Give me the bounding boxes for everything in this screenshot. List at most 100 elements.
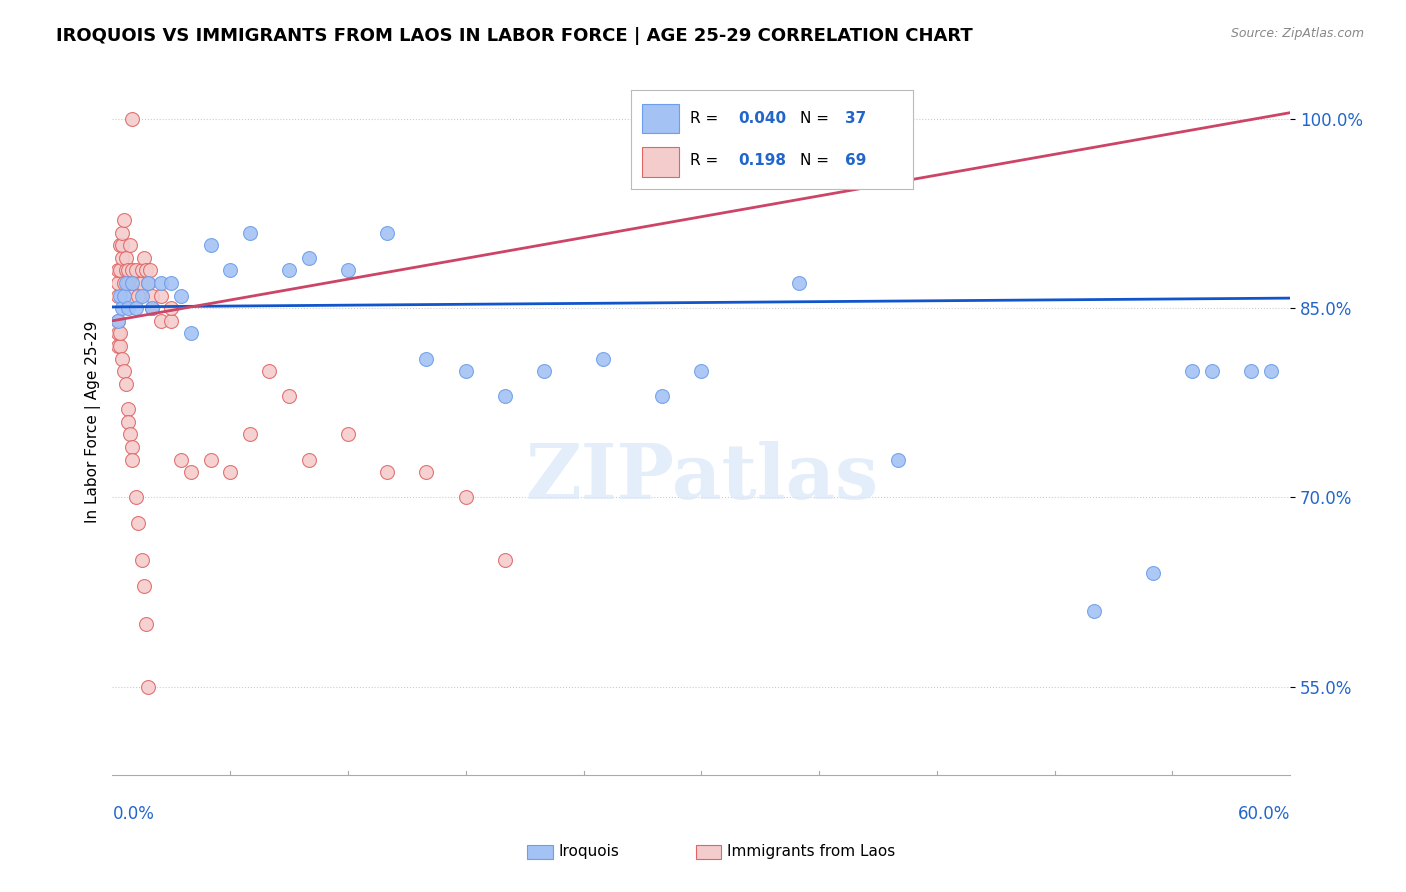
Point bbox=[789, 276, 811, 290]
Point bbox=[111, 351, 134, 366]
Point bbox=[112, 288, 135, 302]
Point bbox=[170, 288, 193, 302]
Point bbox=[180, 465, 202, 479]
Point bbox=[115, 376, 138, 391]
Point bbox=[117, 263, 139, 277]
Point bbox=[107, 314, 129, 328]
Point bbox=[170, 452, 193, 467]
Point bbox=[131, 263, 153, 277]
Point bbox=[112, 288, 135, 302]
Point bbox=[533, 364, 555, 378]
Point bbox=[131, 553, 153, 567]
Point bbox=[132, 251, 155, 265]
Point bbox=[115, 251, 138, 265]
Point bbox=[125, 491, 148, 505]
Point bbox=[117, 415, 139, 429]
Point bbox=[160, 276, 183, 290]
Point bbox=[278, 389, 301, 403]
Point bbox=[1083, 604, 1105, 618]
Point bbox=[107, 276, 129, 290]
Point bbox=[150, 288, 173, 302]
Point bbox=[107, 263, 129, 277]
Point bbox=[219, 263, 242, 277]
Point bbox=[120, 238, 142, 252]
Point bbox=[651, 389, 673, 403]
Point bbox=[141, 301, 163, 316]
Point bbox=[128, 276, 150, 290]
Text: Immigrants from Laos: Immigrants from Laos bbox=[727, 845, 896, 859]
Point bbox=[111, 301, 134, 316]
Point bbox=[138, 263, 160, 277]
Point bbox=[127, 516, 149, 530]
Point bbox=[298, 452, 321, 467]
Point bbox=[107, 326, 129, 341]
Point bbox=[454, 491, 477, 505]
Point bbox=[494, 389, 516, 403]
Point bbox=[180, 326, 202, 341]
Point bbox=[121, 263, 143, 277]
Point bbox=[121, 440, 143, 454]
Point bbox=[1142, 566, 1164, 580]
Point bbox=[160, 314, 183, 328]
Point bbox=[125, 263, 148, 277]
Point bbox=[120, 427, 142, 442]
Point bbox=[336, 263, 359, 277]
Point bbox=[125, 276, 148, 290]
Point bbox=[135, 263, 157, 277]
Point bbox=[117, 402, 139, 417]
Point bbox=[107, 339, 129, 353]
Point bbox=[121, 112, 143, 126]
Point bbox=[121, 276, 143, 290]
Point bbox=[121, 288, 143, 302]
Text: 60.0%: 60.0% bbox=[1237, 805, 1291, 823]
Point bbox=[1181, 364, 1204, 378]
Point bbox=[121, 276, 143, 290]
Point bbox=[136, 276, 159, 290]
Point bbox=[110, 263, 132, 277]
Point bbox=[239, 427, 262, 442]
Point bbox=[239, 226, 262, 240]
Point bbox=[150, 314, 173, 328]
Point bbox=[886, 452, 908, 467]
Point bbox=[117, 301, 139, 316]
Point bbox=[136, 276, 159, 290]
Text: ZIPatlas: ZIPatlas bbox=[524, 442, 877, 516]
Text: 0.0%: 0.0% bbox=[112, 805, 155, 823]
Point bbox=[336, 427, 359, 442]
Point bbox=[132, 579, 155, 593]
Point bbox=[121, 452, 143, 467]
Point bbox=[107, 314, 129, 328]
Point bbox=[115, 276, 138, 290]
Point bbox=[117, 276, 139, 290]
Point bbox=[415, 351, 437, 366]
Point bbox=[136, 680, 159, 694]
Point bbox=[110, 288, 132, 302]
Point bbox=[111, 251, 134, 265]
Y-axis label: In Labor Force | Age 25-29: In Labor Force | Age 25-29 bbox=[86, 320, 101, 523]
Point bbox=[298, 251, 321, 265]
Point bbox=[120, 288, 142, 302]
Point bbox=[141, 301, 163, 316]
Text: Iroquois: Iroquois bbox=[558, 845, 619, 859]
Point bbox=[112, 364, 135, 378]
Point bbox=[110, 339, 132, 353]
Point bbox=[110, 238, 132, 252]
Point bbox=[131, 276, 153, 290]
Point bbox=[125, 301, 148, 316]
Point bbox=[112, 213, 135, 227]
Point bbox=[135, 616, 157, 631]
Point bbox=[278, 263, 301, 277]
Point bbox=[259, 364, 281, 378]
Point bbox=[127, 288, 149, 302]
Point bbox=[107, 288, 129, 302]
Point bbox=[415, 465, 437, 479]
Point bbox=[454, 364, 477, 378]
Point bbox=[200, 452, 222, 467]
Point bbox=[141, 288, 163, 302]
Point bbox=[1240, 364, 1263, 378]
Point bbox=[592, 351, 614, 366]
Point bbox=[494, 553, 516, 567]
Point bbox=[110, 326, 132, 341]
Point bbox=[112, 276, 135, 290]
Point bbox=[1201, 364, 1223, 378]
